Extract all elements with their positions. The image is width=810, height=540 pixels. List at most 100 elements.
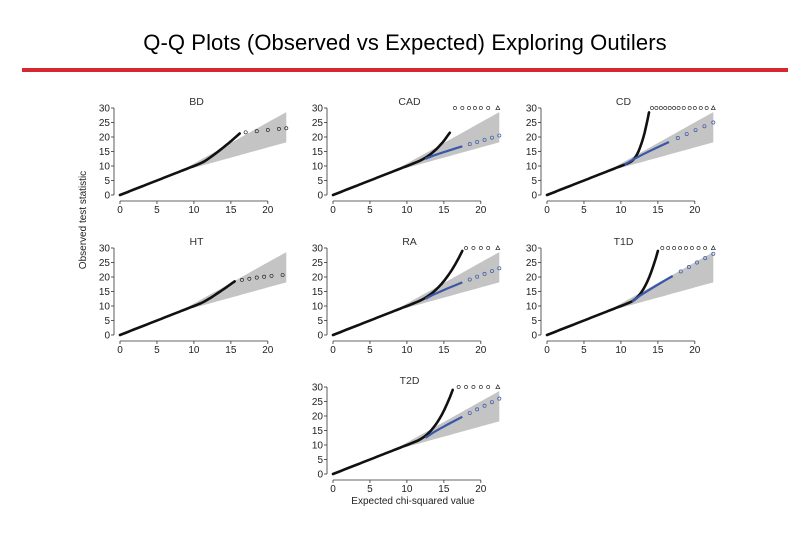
observed-trace <box>331 131 452 197</box>
excluded-point <box>497 396 502 401</box>
excluded-point <box>686 264 691 269</box>
qq-panel-bd: 0 5 10 15 20 25 30 0 5 10 15 20 BD <box>99 96 289 216</box>
tail-point <box>265 128 270 132</box>
excluded-trace <box>424 415 463 439</box>
capped-point <box>658 106 663 110</box>
y-tick-label: 0 <box>104 331 110 342</box>
x-tick-label: 0 <box>117 345 123 356</box>
x-tick-label: 10 <box>401 345 413 356</box>
qq-panel-t2d: 0 5 10 15 20 25 30 0 5 10 15 20 T2D <box>312 375 502 495</box>
tail-point <box>269 273 274 278</box>
x-tick-label: 15 <box>225 345 237 356</box>
y-tick-label: 15 <box>526 287 538 298</box>
capped-point <box>486 385 491 389</box>
x-tick-label: 15 <box>438 484 450 495</box>
y-tick-label: 10 <box>526 302 538 313</box>
x-tick-label: 10 <box>615 345 627 356</box>
excluded-point <box>482 137 487 142</box>
x-tick-label: 10 <box>188 345 200 356</box>
y-tick-label: 5 <box>317 455 323 466</box>
x-tick-label: 20 <box>475 345 487 356</box>
confidence-band <box>547 252 714 335</box>
capped-point <box>478 106 483 110</box>
excluded-trace <box>424 145 463 160</box>
y-tick-label: 5 <box>531 316 537 327</box>
capped-point <box>495 245 501 250</box>
x-tick-label: 5 <box>154 345 160 356</box>
title-rule <box>22 68 788 72</box>
x-tick-label: 0 <box>117 205 123 216</box>
capped-point <box>486 246 491 250</box>
capped-point <box>460 106 465 110</box>
excluded-point <box>695 260 699 265</box>
x-tick-label: 10 <box>401 205 413 216</box>
capped-point <box>654 106 659 110</box>
y-tick-label: 25 <box>312 397 324 408</box>
excluded-trace <box>624 141 670 166</box>
capped-point <box>660 246 665 250</box>
y-tick-label: 5 <box>531 176 537 187</box>
x-tick-label: 0 <box>544 345 550 356</box>
excluded-point <box>467 277 472 282</box>
y-tick-label: 30 <box>526 244 538 255</box>
y-tick-label: 10 <box>312 302 324 313</box>
tail-point <box>280 273 285 277</box>
capped-point <box>710 105 716 110</box>
y-tick-label: 10 <box>99 302 111 313</box>
capped-point <box>650 106 654 110</box>
tail-point <box>277 126 281 131</box>
capped-point <box>663 106 668 110</box>
excluded-point <box>711 251 716 256</box>
capped-point <box>678 246 682 250</box>
y-tick-label: 25 <box>526 258 538 269</box>
capped-point <box>453 106 457 110</box>
excluded-point <box>475 274 480 279</box>
capped-point <box>467 106 471 110</box>
capped-point <box>471 385 476 389</box>
capped-point <box>684 246 688 250</box>
capped-point <box>471 246 476 250</box>
y-tick-label: 15 <box>526 147 538 158</box>
qq-panel-t1d: 0 5 10 15 20 25 30 0 5 10 15 20 T1D <box>526 236 716 356</box>
y-tick-label: 25 <box>312 258 324 269</box>
y-tick-label: 30 <box>99 104 111 115</box>
excluded-point <box>497 266 502 271</box>
y-tick-label: 15 <box>99 287 111 298</box>
x-tick-label: 20 <box>262 205 274 216</box>
y-tick-label: 0 <box>317 191 323 202</box>
tail-point <box>262 274 267 279</box>
x-tick-label: 10 <box>188 205 200 216</box>
y-tick-label: 10 <box>312 441 324 452</box>
capped-point <box>676 106 681 110</box>
excluded-point <box>497 133 502 138</box>
y-tick-label: 20 <box>312 412 324 423</box>
x-tick-label: 20 <box>689 205 701 216</box>
excluded-point <box>489 400 494 405</box>
x-tick-label: 0 <box>330 205 336 216</box>
y-tick-label: 5 <box>317 176 323 187</box>
y-tick-label: 5 <box>317 316 323 327</box>
y-tick-label: 0 <box>531 331 537 342</box>
y-tick-label: 0 <box>317 331 323 342</box>
y-tick-label: 20 <box>312 273 324 284</box>
y-tick-label: 20 <box>526 273 538 284</box>
x-tick-label: 15 <box>438 345 450 356</box>
y-tick-label: 0 <box>531 191 537 202</box>
y-tick-label: 15 <box>99 147 111 158</box>
y-tick-label: 30 <box>99 244 111 255</box>
capped-point <box>486 106 491 110</box>
y-tick-label: 0 <box>317 470 323 481</box>
capped-point <box>667 106 672 110</box>
x-tick-label: 5 <box>367 205 373 216</box>
x-tick-label: 15 <box>652 345 664 356</box>
qq-panel-cad: 0 5 10 15 20 25 30 0 5 10 15 20 CAD <box>312 96 502 216</box>
observed-trace <box>545 111 651 197</box>
panel-title: HT <box>190 236 205 248</box>
y-tick-label: 25 <box>99 118 111 129</box>
y-tick-label: 30 <box>526 104 538 115</box>
excluded-point <box>482 403 487 408</box>
x-tick-label: 15 <box>652 205 664 216</box>
excluded-point <box>475 407 480 412</box>
y-tick-label: 25 <box>312 118 324 129</box>
panel-title: T1D <box>614 236 634 248</box>
